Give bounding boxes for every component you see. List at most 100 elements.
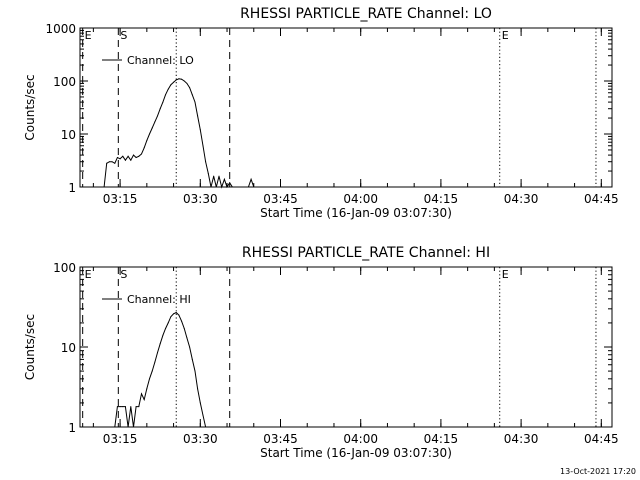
data-point	[135, 406, 137, 408]
data-point	[183, 80, 185, 82]
legend-label: Channel: HI	[127, 293, 191, 306]
x-axis-label: Start Time (16-Jan-09 03:07:30)	[260, 446, 452, 460]
data-point	[253, 186, 255, 188]
data-point	[170, 316, 172, 318]
hi-channel-panel: RHESSI PARTICLE_RATE Channel: HI 1 10 100 03…	[23, 245, 619, 460]
data-point	[229, 182, 231, 184]
data-point	[226, 186, 228, 188]
y-tick-label: 1000	[45, 22, 76, 36]
data-point	[247, 186, 249, 188]
data-point	[157, 115, 159, 117]
data-point	[151, 127, 153, 129]
data-point	[167, 88, 169, 90]
data-point	[122, 155, 124, 157]
lo-channel-panel: RHESSI PARTICLE_RATE Channel: LO 1 10 100 10…	[23, 6, 619, 220]
footer-timestamp: 13-Oct-2021 17:20	[560, 467, 636, 476]
y-tick-label: 1	[68, 181, 76, 195]
data-point	[151, 370, 153, 372]
data-point	[242, 186, 244, 188]
x-tick-label: 04:15	[424, 432, 459, 446]
data-point	[183, 328, 185, 330]
data-point	[221, 186, 223, 188]
data-point	[143, 399, 145, 401]
data-point	[181, 320, 183, 322]
data-point	[149, 378, 151, 380]
data-point	[223, 178, 225, 180]
x-tick-label: 04:00	[343, 432, 378, 446]
data-point	[175, 79, 177, 81]
data-point	[170, 84, 172, 86]
data-point	[127, 155, 129, 157]
data-point	[159, 108, 161, 110]
data-point	[146, 140, 148, 142]
data-point	[186, 337, 188, 339]
data-point	[199, 129, 201, 131]
data-point	[162, 334, 164, 336]
data-point	[197, 388, 199, 390]
data-point	[106, 162, 108, 164]
y-axis-label: Counts/sec	[23, 74, 37, 140]
data-point	[175, 311, 177, 313]
y-axis-label: Counts/sec	[23, 314, 37, 380]
data-point	[135, 157, 137, 159]
data-point	[197, 115, 199, 117]
data-point	[132, 154, 134, 156]
x-tick-label: 03:45	[263, 192, 298, 206]
data-point	[114, 162, 116, 164]
data-point	[186, 82, 188, 84]
data-point	[130, 159, 132, 161]
data-point	[108, 161, 110, 163]
data-point	[210, 186, 212, 188]
data-point	[178, 314, 180, 316]
data-point	[111, 161, 113, 163]
data-point	[202, 145, 204, 147]
time-marker-label: E	[502, 29, 509, 42]
x-tick-label: 04:45	[584, 192, 619, 206]
x-tick-label: 03:15	[103, 192, 138, 206]
data-point	[124, 159, 126, 161]
data-point	[167, 322, 169, 324]
data-point	[250, 178, 252, 180]
y-tick-label: 100	[53, 75, 76, 89]
data-point	[205, 161, 207, 163]
data-point	[154, 361, 156, 363]
x-tick-label: 04:00	[343, 192, 378, 206]
data-point	[207, 172, 209, 174]
time-marker-label: E	[85, 29, 92, 42]
data-point	[132, 426, 134, 428]
data-point	[191, 358, 193, 360]
data-point	[130, 406, 132, 408]
data-point	[173, 313, 175, 315]
x-axis-label: Start Time (16-Jan-09 03:07:30)	[260, 206, 452, 220]
data-point	[215, 186, 217, 188]
y-tick-label: 1	[68, 421, 76, 435]
data-point	[178, 78, 180, 80]
x-tick-label: 04:30	[504, 192, 539, 206]
data-point	[205, 426, 207, 428]
data-point	[181, 78, 183, 80]
data-point	[245, 186, 247, 188]
legend-label: Channel: LO	[127, 54, 194, 67]
data-point	[218, 175, 220, 177]
data-point	[146, 388, 148, 390]
y-tick-label: 10	[61, 341, 76, 355]
chart-title: RHESSI PARTICLE_RATE Channel: LO	[240, 6, 492, 22]
data-point	[237, 186, 239, 188]
data-point	[165, 94, 167, 96]
data-point	[124, 406, 126, 408]
data-point	[140, 153, 142, 155]
data-point	[189, 346, 191, 348]
data-point	[138, 406, 140, 408]
data-point	[140, 393, 142, 395]
plot-frame	[79, 27, 613, 188]
x-tick-label: 03:30	[183, 192, 218, 206]
data-point	[116, 406, 118, 408]
y-tick-label: 10	[61, 128, 76, 142]
x-tick-label: 04:15	[424, 192, 459, 206]
data-point	[231, 186, 233, 188]
chart-title: RHESSI PARTICLE_RATE Channel: HI	[242, 245, 490, 261]
series-line	[103, 78, 255, 189]
data-point	[119, 406, 121, 408]
